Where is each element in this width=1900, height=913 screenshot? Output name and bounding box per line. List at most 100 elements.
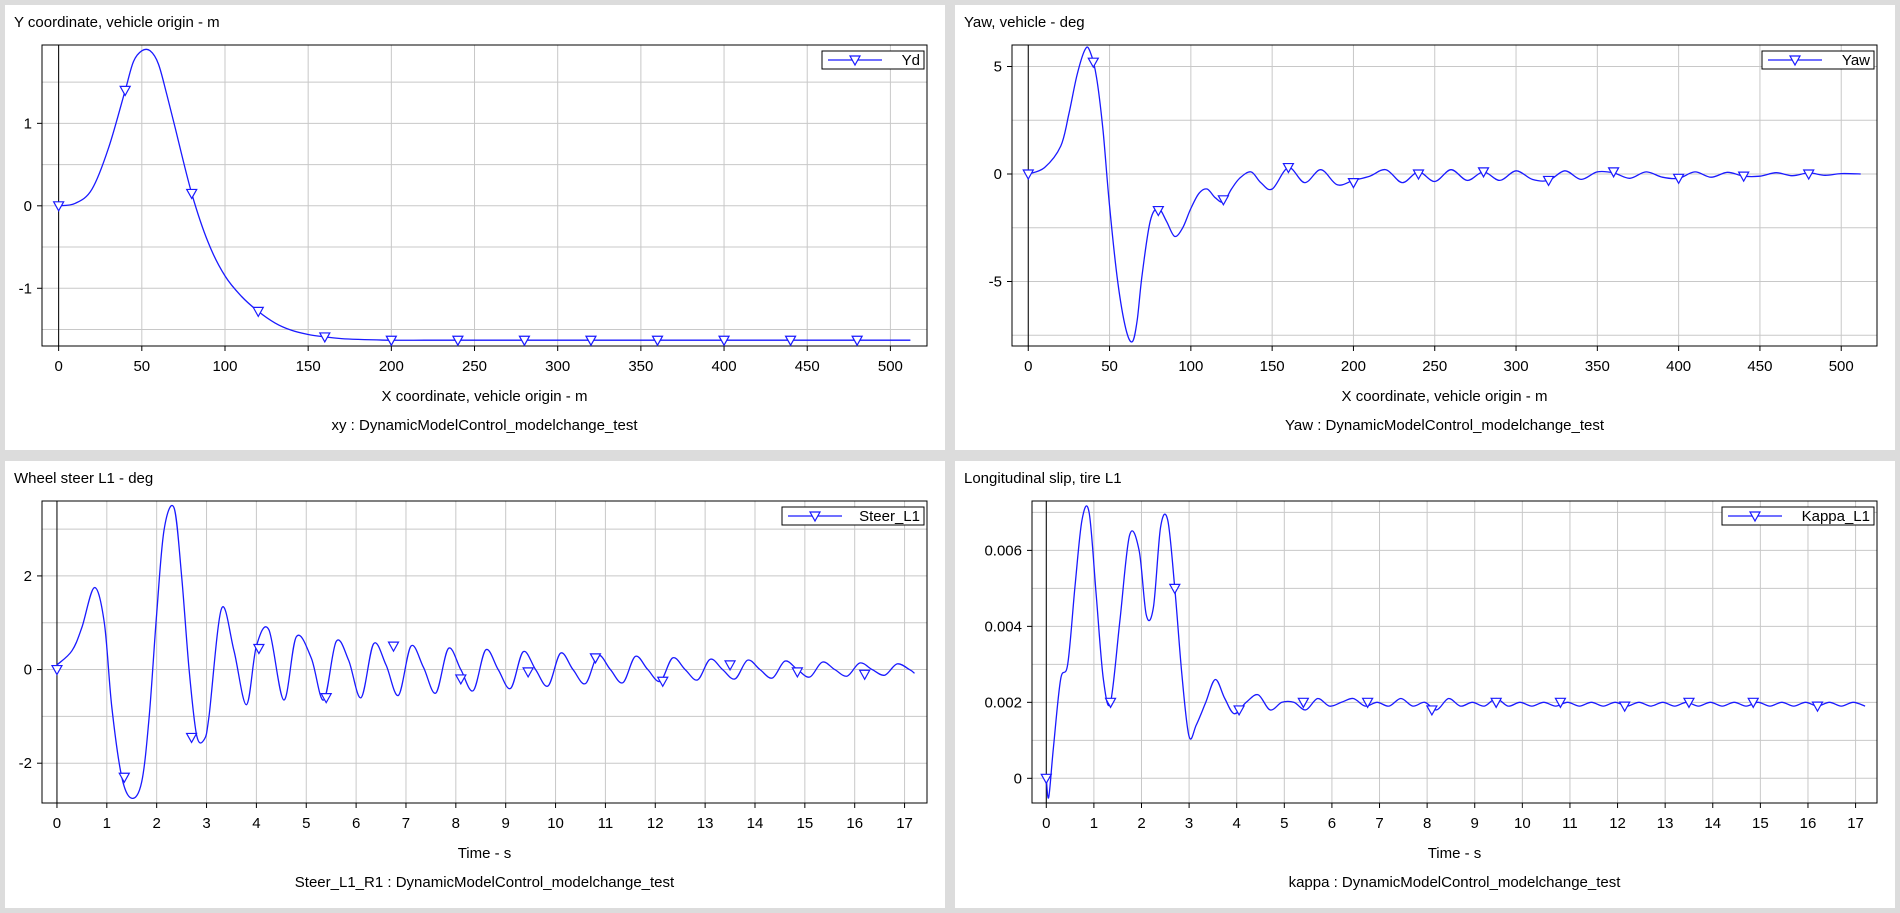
y-tick-label: 0.002 xyxy=(984,694,1022,711)
x-tick-label: 7 xyxy=(1375,815,1383,832)
y-tick-label: 0 xyxy=(1014,770,1022,787)
data-point-marker xyxy=(52,201,65,213)
data-point-marker xyxy=(252,306,265,318)
x-tick-label: 200 xyxy=(1341,358,1366,375)
y-tick-label: 0 xyxy=(994,166,1002,183)
x-tick-label: 11 xyxy=(598,815,614,832)
x-tick-label: 2 xyxy=(153,815,161,832)
data-point-marker xyxy=(1347,178,1360,189)
y-tick-label: -1 xyxy=(19,280,32,297)
x-tick-label: 12 xyxy=(647,815,664,832)
data-point-marker xyxy=(185,188,198,200)
data-point-marker xyxy=(1682,697,1695,709)
data-point-marker xyxy=(118,772,131,784)
x-tick-label: 9 xyxy=(1471,815,1479,832)
data-point-marker xyxy=(1152,205,1165,217)
data-point-marker xyxy=(320,693,333,704)
data-point-marker xyxy=(1282,162,1295,174)
x-tick-label: 0 xyxy=(54,358,62,375)
plot-frame xyxy=(41,44,928,347)
chart-panel-wheel-steer: Wheel steer L1 - deg 0 1 2 3 4 5 6 7 8 9 10 11 12 13 14… xyxy=(5,461,945,908)
data-point-marker xyxy=(318,332,331,344)
data-point-marker xyxy=(724,660,737,672)
legend: Kappa_L1 xyxy=(1721,506,1875,526)
x-tick-label: 400 xyxy=(1666,358,1691,375)
x-tick-label: 17 xyxy=(1847,815,1864,832)
y-tick-label: 0.006 xyxy=(984,542,1022,559)
data-point-marker xyxy=(584,335,597,347)
x-tick-label: 12 xyxy=(1609,815,1626,832)
x-tick-label: 300 xyxy=(1504,358,1529,375)
legend: Yd xyxy=(821,50,925,70)
data-point-marker xyxy=(1607,167,1620,179)
x-tick-label: 1 xyxy=(1090,815,1098,832)
x-tick-label: 100 xyxy=(1178,358,1203,375)
data-point-marker xyxy=(851,335,864,347)
y-tick-label: 0 xyxy=(24,198,32,215)
x-tick-label: 450 xyxy=(795,358,820,375)
x-tick-label: 250 xyxy=(1422,358,1447,375)
x-tick-label: 450 xyxy=(1747,358,1772,375)
data-point-marker xyxy=(1554,697,1567,709)
data-point-marker xyxy=(1811,701,1824,713)
data-point-marker xyxy=(1618,701,1631,713)
data-point-marker xyxy=(1040,773,1053,785)
chart-footer: Steer_L1_R1 : DynamicModelControl_modelc… xyxy=(295,874,675,891)
data-point-marker xyxy=(1217,195,1230,207)
data-point-marker xyxy=(1361,697,1374,709)
chart-title: Longitudinal slip, tire L1 xyxy=(964,470,1122,487)
chart-footer: Yaw : DynamicModelControl_modelchange_te… xyxy=(1285,417,1605,434)
x-tick-label: 300 xyxy=(545,358,570,375)
x-tick-label: 14 xyxy=(1704,815,1721,832)
data-point-marker xyxy=(252,643,265,655)
chart-title: Y coordinate, vehicle origin - m xyxy=(14,14,220,31)
chart-panel-y-coordinate: Y coordinate, vehicle origin - m 0 50 100 15… xyxy=(5,5,945,450)
data-point-marker xyxy=(1802,169,1815,181)
data-point-marker xyxy=(454,674,467,686)
data-point-marker xyxy=(518,335,531,347)
x-tick-label: 14 xyxy=(747,815,764,832)
y-tick-label: -2 xyxy=(19,755,32,772)
x-tick-label: 0 xyxy=(1024,358,1032,375)
data-point-marker xyxy=(651,335,664,347)
x-tick-label: 250 xyxy=(462,358,487,375)
y-tick-label: 0 xyxy=(24,662,32,679)
data-point-marker xyxy=(522,667,535,679)
series-line xyxy=(58,48,911,341)
series-line xyxy=(56,504,915,800)
legend-label: Yaw xyxy=(1842,52,1870,69)
plot-frame xyxy=(1031,500,1878,804)
chart-panel-yaw: Yaw, vehicle - deg 0 50 100 150 200 250 300 350 4… xyxy=(955,5,1895,450)
x-tick-label: 3 xyxy=(1185,815,1193,832)
x-tick-label: 5 xyxy=(302,815,310,832)
x-tick-label: 10 xyxy=(547,815,564,832)
data-point-marker xyxy=(589,653,602,665)
x-tick-label: 16 xyxy=(1800,815,1817,832)
y-tick-label: 1 xyxy=(24,115,32,132)
x-tick-label: 8 xyxy=(452,815,460,832)
x-tick-label: 9 xyxy=(502,815,510,832)
x-tick-label: 4 xyxy=(1233,815,1241,832)
data-point-marker xyxy=(1412,169,1425,181)
series-line xyxy=(1028,46,1861,343)
x-tick-label: 0 xyxy=(1042,815,1050,832)
data-point-marker xyxy=(1747,697,1760,709)
chart-footer: xy : DynamicModelControl_modelchange_tes… xyxy=(332,417,639,434)
x-tick-label: 6 xyxy=(1328,815,1336,832)
x-tick-label: 100 xyxy=(212,358,237,375)
plot-frame xyxy=(1011,44,1878,347)
x-tick-label: 350 xyxy=(628,358,653,375)
x-tick-label: 2 xyxy=(1137,815,1145,832)
legend-label: Kappa_L1 xyxy=(1802,508,1870,525)
legend-label: Yd xyxy=(902,52,920,69)
data-point-marker xyxy=(1233,705,1246,717)
x-axis-label: X coordinate, vehicle origin - m xyxy=(382,388,588,405)
chart-title: Yaw, vehicle - deg xyxy=(964,14,1085,31)
data-point-marker xyxy=(1022,169,1035,181)
chart-footer: kappa : DynamicModelControl_modelchange_… xyxy=(1289,874,1622,891)
x-tick-label: 6 xyxy=(352,815,360,832)
plot-frame xyxy=(41,500,928,804)
y-tick-label: -5 xyxy=(989,274,1002,291)
